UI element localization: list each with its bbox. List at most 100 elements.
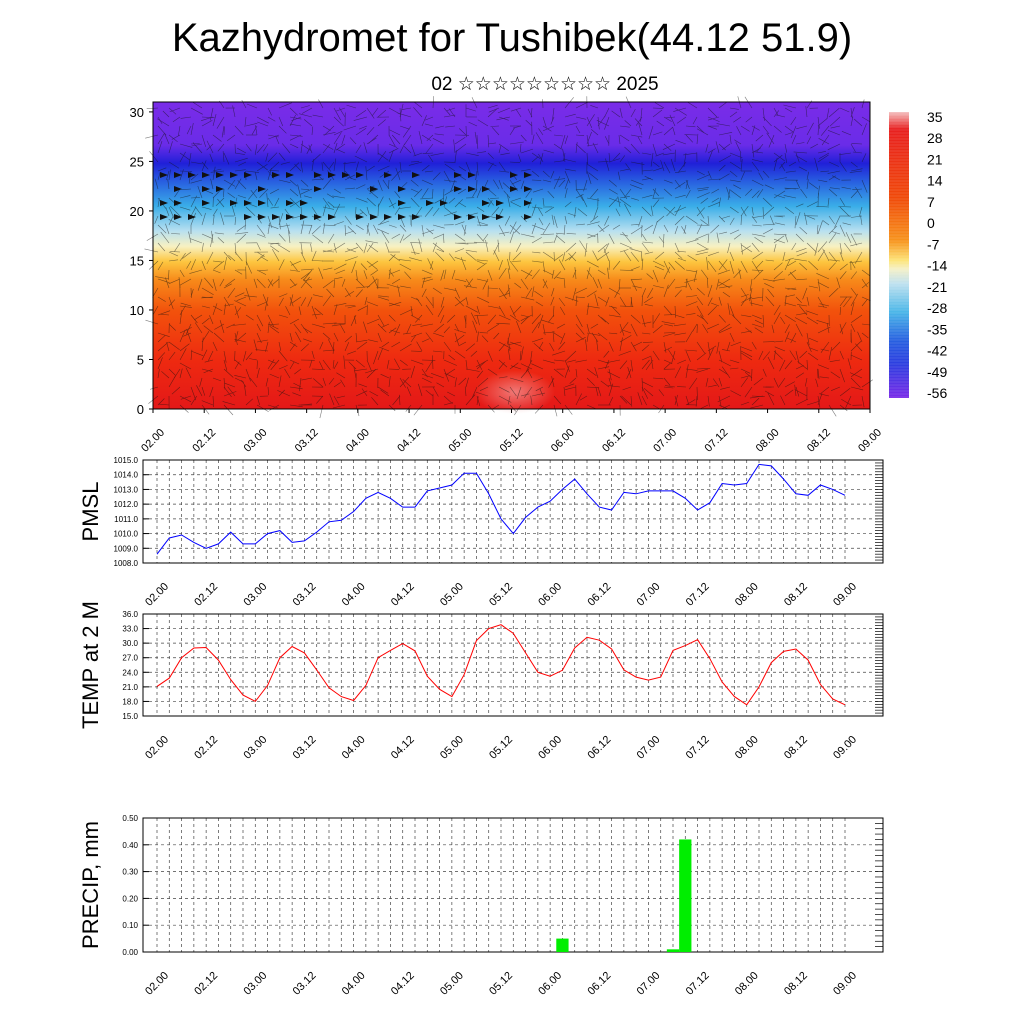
y-tick-label: 24.0 (122, 668, 138, 677)
wind-barb (190, 395, 198, 406)
wind-barb (630, 251, 639, 262)
wind-barb (465, 394, 476, 406)
wind-barb (597, 366, 610, 370)
wind-barb (267, 386, 269, 396)
wind-barb (245, 143, 252, 152)
wind-flag (412, 172, 420, 178)
wind-barb (857, 331, 863, 343)
wind-barb (586, 290, 597, 298)
wind-barb (487, 104, 498, 109)
wind-barb (716, 278, 720, 290)
wind-barb (329, 161, 335, 169)
wind-barb (148, 260, 159, 270)
wind-barb (474, 131, 478, 145)
wind-barb (425, 296, 434, 307)
wind-barb (767, 356, 775, 370)
wind-barb (509, 362, 519, 370)
wind-barb (253, 339, 258, 352)
wind-barb (289, 199, 302, 208)
wind-barb (192, 142, 203, 154)
wind-barb (563, 386, 566, 397)
wind-barb (223, 350, 227, 363)
wind-barb (751, 215, 758, 223)
y-tick-label: 1011.0 (114, 515, 138, 524)
wind-barb (357, 305, 368, 311)
wind-barb (509, 341, 523, 347)
wind-barb (482, 233, 489, 241)
wind-barb (421, 277, 426, 289)
wind-barb (820, 125, 830, 136)
wind-barb (472, 188, 478, 198)
wind-barb (370, 269, 379, 276)
wind-barb (784, 143, 788, 153)
wind-barb (379, 346, 390, 352)
wind-barb (498, 231, 510, 235)
wind-barb (643, 387, 654, 397)
wind-barb (586, 303, 590, 316)
wind-barb (729, 152, 743, 159)
wind-barb (363, 242, 368, 254)
wind-barb (817, 116, 820, 129)
x-tick-label: 04.12 (395, 427, 423, 455)
wind-barb (751, 260, 760, 273)
wind-flag (272, 214, 280, 220)
wind-barb (794, 317, 808, 325)
wind-barb (531, 251, 541, 254)
wind-flag (496, 200, 504, 206)
wind-barb (498, 208, 504, 217)
wind-barb (432, 188, 434, 199)
wind-barb (572, 287, 577, 301)
wind-barb (168, 299, 176, 307)
wind-barb (223, 283, 232, 289)
x-tick-label: 06.00 (549, 427, 577, 455)
wind-barb (300, 242, 303, 255)
wind-barb (619, 337, 623, 352)
wind-barb (707, 178, 721, 181)
wind-barb (267, 404, 278, 409)
wind-barb (516, 386, 522, 400)
wind-barb (234, 339, 247, 343)
wind-barb (289, 134, 302, 141)
y-tick-label: 1013.0 (114, 485, 139, 494)
wind-barb (717, 269, 731, 275)
wind-barb (443, 107, 451, 116)
wind-barb (498, 376, 508, 379)
wind-barb (793, 151, 808, 154)
wind-barb (575, 188, 584, 201)
wind-barb (415, 314, 423, 323)
wind-barb (322, 197, 331, 208)
wind-barb (735, 141, 742, 154)
wind-barb (481, 335, 489, 343)
wind-barb (565, 350, 577, 361)
y-tick-label: 5 (137, 352, 144, 367)
wind-barb (157, 261, 164, 271)
y-tick-label: 27.0 (122, 654, 138, 663)
wind-barb (190, 349, 193, 361)
wind-barb (672, 127, 676, 136)
wind-barb (531, 134, 535, 145)
wind-barb (464, 285, 478, 289)
wind-barb (260, 256, 269, 262)
wind-barb (767, 392, 775, 406)
y-tick-label: 15 (130, 253, 144, 268)
wind-barb (394, 191, 401, 199)
wind-barb (729, 305, 735, 318)
wind-barb (741, 296, 753, 303)
wind-barb (245, 206, 256, 217)
wind-barb (512, 305, 522, 315)
wind-barb (567, 359, 577, 363)
wind-barb (575, 194, 584, 199)
wind-barb (766, 132, 775, 145)
wind-barb (700, 197, 709, 204)
wind-barb (201, 305, 210, 309)
x-tick-label: 03.00 (241, 970, 269, 998)
wind-barb (696, 386, 698, 401)
wind-barb (311, 313, 321, 316)
wind-barb (476, 215, 481, 227)
wind-barb (210, 107, 214, 121)
wind-barb (839, 322, 847, 334)
wind-barb (267, 222, 271, 235)
wind-barb (795, 142, 805, 145)
wind-barb (751, 206, 754, 216)
